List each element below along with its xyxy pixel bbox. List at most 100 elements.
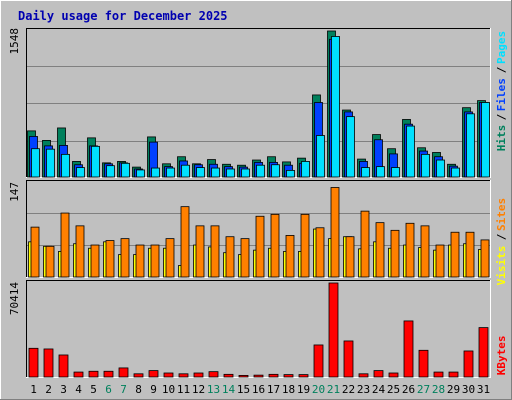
x-tick-label: 22: [342, 383, 355, 396]
sites-bar: [270, 213, 280, 278]
pages-bar: [346, 116, 355, 178]
pages-bar: [466, 113, 475, 178]
legend-hits: Hits: [495, 125, 508, 152]
kbytes-bar: [253, 374, 264, 378]
pages-bar: [256, 164, 265, 178]
pages-bar: [361, 167, 370, 178]
kbytes-bar: [88, 370, 99, 378]
x-tick-label: 28: [432, 383, 445, 396]
kbytes-bar: [118, 367, 129, 378]
kbytes-bar: [73, 371, 84, 378]
sites-bar: [195, 225, 205, 278]
sites-bar: [360, 210, 370, 278]
kbytes-bar: [163, 372, 174, 378]
kbytes-bar: [238, 374, 249, 378]
kbytes-bar: [313, 344, 324, 378]
kbytes-bar: [283, 374, 294, 378]
pages-bar: [376, 166, 385, 178]
x-tick-label: 16: [252, 383, 265, 396]
sites-bar: [150, 244, 160, 278]
sites-bar: [375, 222, 385, 278]
pages-bar: [31, 148, 40, 178]
sites-bar: [300, 213, 310, 278]
pages-bar: [136, 169, 145, 178]
kbytes-bar: [343, 340, 354, 378]
y-axis-max-label: 147: [8, 182, 21, 202]
x-tick-label: 4: [75, 383, 82, 396]
y-axis-max-label: 70414: [8, 282, 21, 315]
sites-bar: [330, 187, 340, 278]
x-tick-label: 14: [222, 383, 236, 396]
kbytes-bar: [58, 354, 69, 378]
kbytes-bar: [448, 371, 459, 378]
x-tick-label: 25: [387, 383, 400, 396]
pages-bar: [406, 125, 415, 178]
x-tick-label: 12: [192, 383, 205, 396]
x-tick-label: 30: [462, 383, 475, 396]
x-tick-label: 7: [120, 383, 127, 396]
x-tick-label: 9: [150, 383, 157, 396]
sites-bar: [450, 231, 460, 278]
x-tick-label: 1: [30, 383, 37, 396]
pages-bar: [211, 167, 220, 178]
x-tick-label: 27: [417, 383, 430, 396]
y-axis-max-label: 1548: [8, 28, 21, 55]
legend-separator: /: [495, 66, 508, 73]
kbytes-bar: [463, 350, 474, 378]
kbytes-bar: [103, 370, 114, 378]
pages-bar: [451, 167, 460, 178]
x-tick-label: 31: [477, 383, 490, 396]
kbytes-bar: [478, 327, 489, 378]
sites-bar: [165, 238, 175, 278]
kbytes-bar: [133, 373, 144, 378]
sites-bar: [480, 239, 490, 278]
sites-bar: [120, 238, 130, 278]
sites-bar: [225, 236, 235, 278]
kbytes-bar: [178, 373, 189, 378]
x-tick-label: 23: [357, 383, 370, 396]
x-tick-label: 5: [90, 383, 97, 396]
sites-bar: [255, 215, 265, 278]
kbytes-bar: [208, 371, 219, 378]
pages-bar: [391, 167, 400, 178]
kbytes-bar: [148, 370, 159, 378]
pages-bar: [271, 164, 280, 178]
sites-bar: [60, 212, 70, 278]
sites-bar: [75, 225, 85, 278]
legend-kbytes: KBytes: [495, 335, 508, 375]
kbytes-bar: [358, 373, 369, 378]
sites-bar: [285, 235, 295, 278]
pages-bar: [226, 168, 235, 178]
kbytes-bar: [298, 374, 309, 378]
x-tick-label: 13: [207, 383, 220, 396]
legend-separator: /: [495, 233, 508, 240]
plot-area: [26, 280, 491, 378]
pages-bar: [61, 153, 70, 178]
pages-bar: [481, 102, 490, 178]
kbytes-bar: [373, 370, 384, 378]
sites-bar: [210, 225, 220, 278]
x-tick-label: 18: [282, 383, 295, 396]
pages-bar: [91, 145, 100, 178]
sites-bar: [240, 238, 250, 278]
legend-pages: Pages: [495, 31, 508, 64]
kbytes-bar: [223, 373, 234, 378]
pages-bar: [166, 167, 175, 178]
pages-bar: [106, 165, 115, 178]
pages-bar: [331, 36, 340, 178]
x-tick-label: 3: [60, 383, 67, 396]
x-tick-label: 8: [135, 383, 142, 396]
pages-bar: [301, 161, 310, 178]
x-tick-label: 6: [105, 383, 112, 396]
pages-bar: [286, 169, 295, 178]
sites-bar: [435, 244, 445, 278]
x-tick-label: 20: [312, 383, 325, 396]
x-tick-label: 26: [402, 383, 415, 396]
sites-bar: [45, 245, 55, 278]
x-tick-label: 17: [267, 383, 280, 396]
sites-bar: [135, 244, 145, 278]
x-tick-label: 11: [177, 383, 190, 396]
kbytes-bar: [193, 372, 204, 378]
